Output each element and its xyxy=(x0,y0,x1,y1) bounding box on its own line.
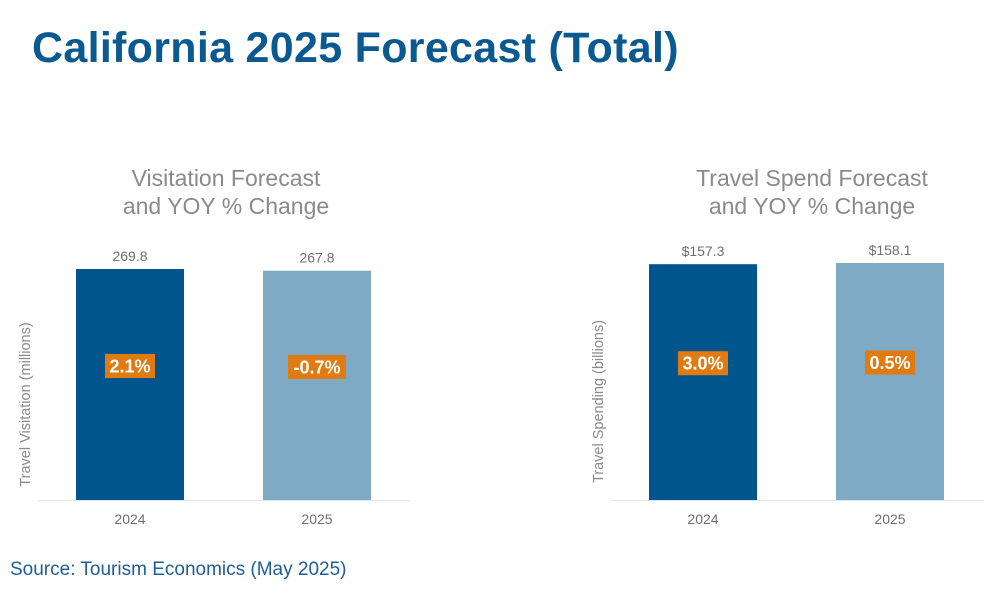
bar-2025 xyxy=(263,270,371,500)
y-axis-label: Travel Spending (billions) xyxy=(591,320,607,483)
yoy-badge-label: 3.0% xyxy=(682,354,723,374)
chart-title-line2: and YOY % Change xyxy=(708,193,916,219)
yoy-badge-label: 0.5% xyxy=(869,353,910,373)
yoy-badge-label: -0.7% xyxy=(293,358,340,378)
x-tick-label: 2025 xyxy=(301,511,332,527)
chart-title-line2: and YOY % Change xyxy=(122,193,330,219)
bar-2024 xyxy=(76,269,184,500)
bar-2025 xyxy=(836,263,944,500)
x-tick-label: 2024 xyxy=(114,511,145,527)
chart-1: Travel Spending (billions) $157.3 3.0% 2024… xyxy=(591,242,984,527)
value-label: $157.3 xyxy=(682,243,725,259)
yoy-badge xyxy=(105,354,155,379)
yoy-badge xyxy=(288,355,346,380)
bar-2024 xyxy=(649,264,757,500)
value-label: $158.1 xyxy=(869,242,912,258)
page-title: California 2025 Forecast (Total) xyxy=(32,24,679,72)
chart-title-visitation: Visitation Forecast and YOY % Change xyxy=(76,164,376,220)
chart-title-line1: Travel Spend Forecast xyxy=(696,165,928,191)
yoy-badge xyxy=(678,351,728,376)
value-label: 267.8 xyxy=(299,250,334,266)
chart-title-spend: Travel Spend Forecast and YOY % Change xyxy=(662,164,962,220)
y-axis-label: Travel Visitation (millions) xyxy=(18,322,34,486)
chart-0: Travel Visitation (millions) 269.8 2.1% 202… xyxy=(18,248,410,527)
yoy-badge xyxy=(865,350,915,375)
yoy-badge-label: 2.1% xyxy=(109,357,150,377)
x-tick-label: 2025 xyxy=(874,511,905,527)
x-tick-label: 2024 xyxy=(687,511,718,527)
source-note: Source: Tourism Economics (May 2025) xyxy=(10,559,347,580)
value-label: 269.8 xyxy=(112,248,147,264)
chart-title-line1: Visitation Forecast xyxy=(131,165,321,191)
